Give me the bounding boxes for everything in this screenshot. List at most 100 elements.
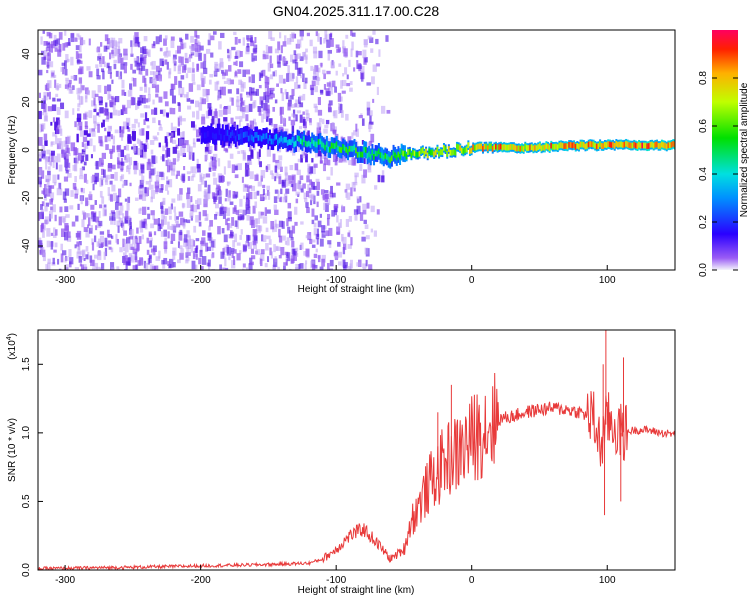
noise-cell (275, 159, 280, 164)
noise-cell (170, 240, 174, 244)
noise-cell (120, 165, 124, 171)
noise-cell (100, 268, 104, 270)
ridge-cell (418, 150, 421, 157)
ridge-cell (410, 152, 413, 159)
noise-cell (205, 110, 210, 119)
noise-cell (163, 241, 168, 250)
noise-cell (334, 126, 338, 132)
noise-cell (112, 104, 116, 110)
ridge-cell (672, 141, 675, 147)
noise-cell (134, 251, 138, 260)
noise-cell (235, 99, 240, 107)
ridge-cell (293, 141, 296, 148)
noise-cell (229, 153, 234, 159)
ridge-cell (576, 143, 579, 149)
noise-cell (140, 67, 143, 76)
ridge-cell (342, 143, 345, 150)
spectrogram-y-tick-label: 0 (21, 147, 32, 153)
noise-cell (173, 63, 177, 72)
noise-cell (299, 175, 304, 181)
noise-cell (271, 269, 275, 270)
ridge-cell (220, 133, 223, 140)
noise-cell (187, 240, 192, 250)
noise-cell (66, 231, 71, 238)
ridge-cell (408, 148, 411, 155)
noise-cell (200, 243, 203, 253)
noise-cell (319, 238, 324, 247)
noise-cell (41, 247, 45, 256)
spectrogram-ridge (200, 123, 675, 169)
noise-cell (54, 79, 57, 88)
noise-cell (171, 168, 175, 176)
noise-cell (134, 60, 138, 67)
noise-cell (124, 218, 129, 223)
ridge-cell (534, 144, 537, 151)
ridge-cell (667, 142, 670, 149)
noise-cell (120, 57, 124, 65)
ridge-cell (332, 143, 335, 149)
noise-cell (249, 257, 253, 265)
noise-cell (299, 56, 304, 62)
noise-cell (345, 218, 349, 227)
noise-cell (287, 211, 292, 220)
noise-cell (233, 31, 237, 36)
noise-cell (180, 248, 184, 255)
noise-cell (185, 257, 190, 262)
noise-cell (214, 108, 218, 117)
noise-cell (172, 54, 177, 60)
noise-cell (153, 78, 157, 83)
noise-cell (85, 254, 89, 260)
ridge-cell (296, 135, 299, 141)
noise-cell (134, 235, 138, 239)
noise-cell (141, 187, 147, 196)
noise-cell (332, 154, 337, 163)
noise-cell (153, 167, 156, 175)
noise-cell (226, 207, 231, 216)
noise-cell (283, 262, 288, 266)
noise-cell (170, 132, 174, 137)
noise-cell (247, 155, 252, 162)
noise-cell (130, 46, 133, 55)
ridge-cell (470, 147, 473, 154)
noise-cell (244, 184, 249, 188)
ridge-cell (218, 129, 221, 135)
noise-cell (172, 57, 176, 64)
noise-cell (288, 230, 293, 238)
noise-cell (375, 63, 380, 67)
noise-cell (134, 36, 140, 44)
noise-cell (104, 135, 108, 143)
noise-cell (128, 157, 133, 166)
noise-cell (248, 103, 253, 112)
noise-cell (276, 83, 279, 87)
noise-cell (164, 237, 168, 245)
noise-cell (223, 80, 229, 84)
noise-cell (52, 257, 55, 265)
noise-cell (341, 90, 346, 94)
colorbar-tick-label: 0.0 (698, 263, 709, 277)
ridge-cell (626, 141, 629, 148)
noise-cell (230, 248, 235, 252)
noise-cell (366, 82, 371, 86)
noise-cell (79, 60, 83, 64)
noise-cell (363, 219, 367, 224)
ridge-cell (428, 148, 431, 155)
noise-cell (69, 261, 72, 268)
ridge-cell (283, 136, 286, 143)
noise-cell (245, 206, 251, 214)
noise-cell (280, 45, 283, 54)
ridge-cell (329, 146, 332, 153)
ridge-cell (324, 144, 327, 151)
noise-cell (285, 188, 290, 194)
noise-cell (286, 252, 291, 257)
noise-cell (169, 89, 174, 96)
noise-cell (109, 72, 112, 79)
noise-cell (95, 216, 100, 223)
noise-cell (91, 130, 96, 137)
snr-y-tick-label: 0.0 (21, 563, 32, 577)
noise-cell (332, 80, 336, 88)
noise-cell (50, 192, 55, 201)
noise-cell (39, 123, 42, 133)
snr-frame (37, 329, 676, 571)
noise-cell (198, 102, 203, 111)
